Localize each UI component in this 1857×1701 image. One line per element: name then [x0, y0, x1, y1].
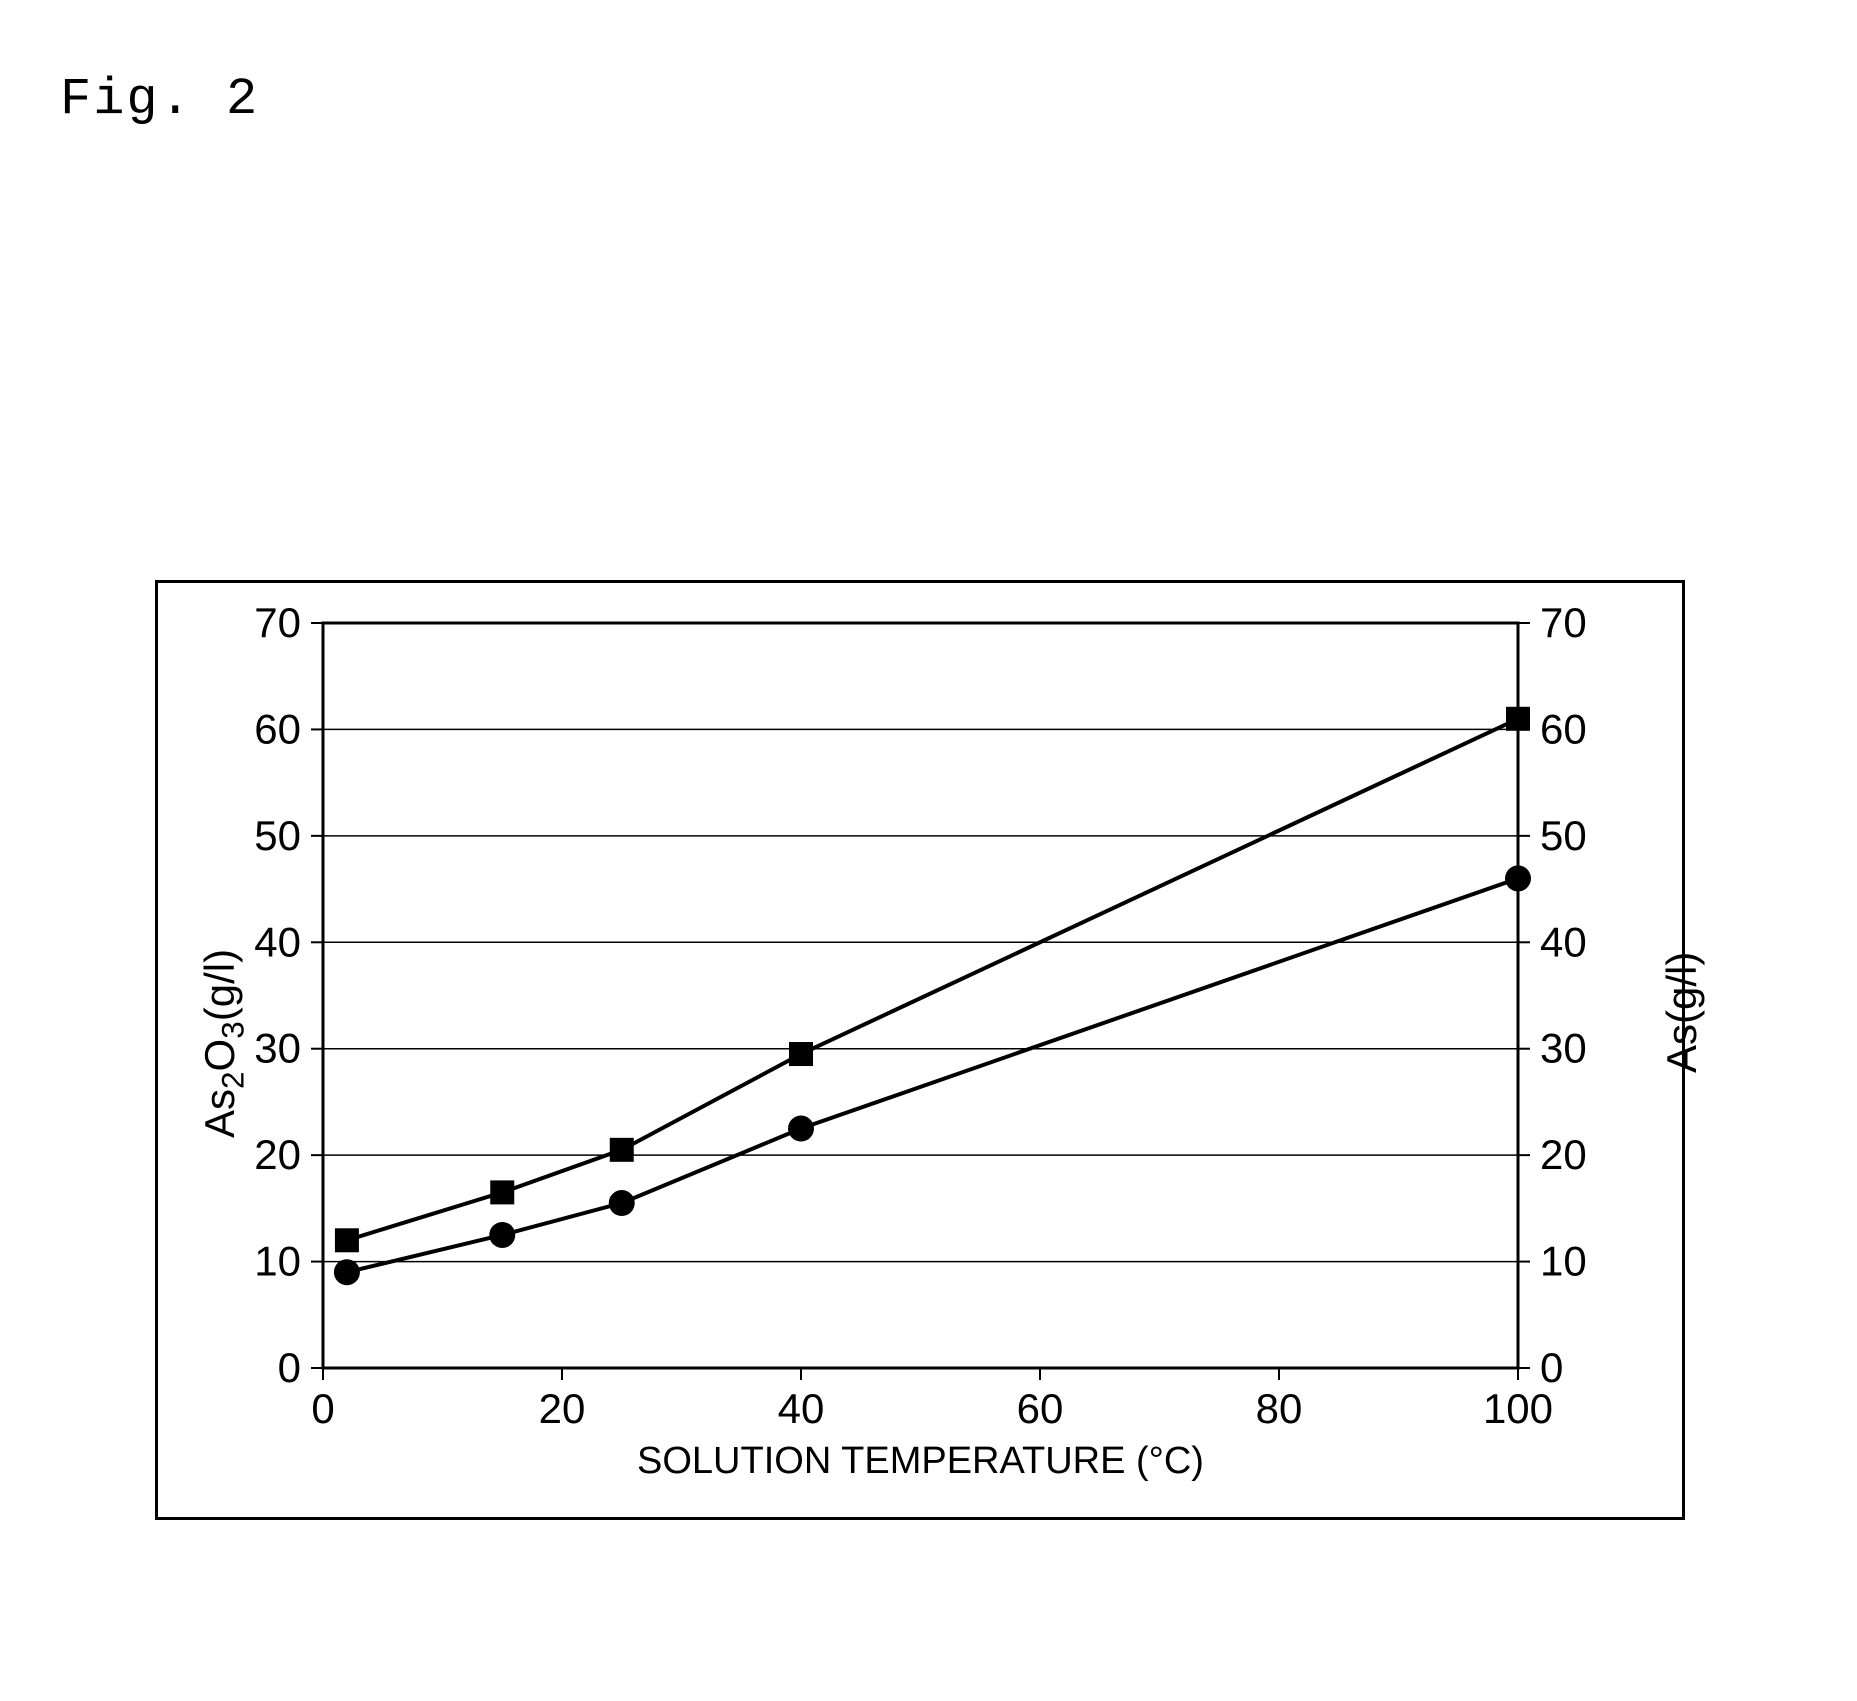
page: Fig. 2 As2O3(g/l) As(g/l) 02040608010001… [0, 0, 1857, 1701]
x-tick-label: 100 [1483, 1385, 1553, 1432]
x-tick-label: 80 [1256, 1385, 1303, 1432]
chart-outer-frame: As2O3(g/l) As(g/l) 020406080100010203040… [155, 580, 1685, 1520]
x-tick-label: 20 [539, 1385, 586, 1432]
y-left-tick-label: 40 [254, 918, 301, 965]
chart-plot-svg: 0204060801000102030405060700102030405060… [158, 583, 1688, 1523]
x-axis-label: SOLUTION TEMPERATURE (°C) [637, 1440, 1204, 1482]
y-right-tick-label: 10 [1540, 1238, 1587, 1285]
y-left-tick-label: 60 [254, 705, 301, 752]
y-right-tick-label: 20 [1540, 1131, 1587, 1178]
y-right-tick-label: 60 [1540, 705, 1587, 752]
x-tick-label: 60 [1017, 1385, 1064, 1432]
y-right-tick-label: 70 [1540, 599, 1587, 646]
y-right-tick-label: 40 [1540, 918, 1587, 965]
x-tick-label: 0 [311, 1385, 334, 1432]
figure-label: Fig. 2 [60, 70, 259, 129]
y-left-tick-label: 30 [254, 1025, 301, 1072]
x-tick-label: 40 [778, 1385, 825, 1432]
y-right-tick-label: 30 [1540, 1025, 1587, 1072]
y-left-tick-label: 50 [254, 812, 301, 859]
y-left-tick-label: 20 [254, 1131, 301, 1178]
y-left-tick-label: 0 [278, 1344, 301, 1391]
y-right-tick-label: 50 [1540, 812, 1587, 859]
y-left-tick-label: 70 [254, 599, 301, 646]
y-left-tick-label: 10 [254, 1238, 301, 1285]
y-right-tick-label: 0 [1540, 1344, 1563, 1391]
